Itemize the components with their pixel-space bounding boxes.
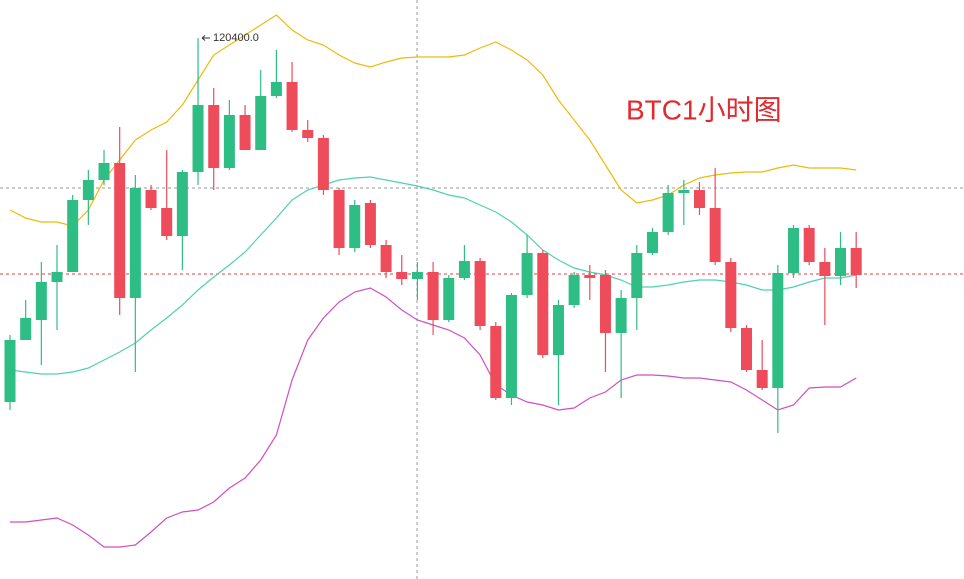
candle-body <box>67 200 79 272</box>
candle-body <box>458 261 470 278</box>
candle-body <box>114 163 126 298</box>
candle-body <box>20 318 32 340</box>
candle-body <box>584 275 596 278</box>
candle-body <box>161 208 173 236</box>
candle-body <box>51 272 63 282</box>
candle-body <box>803 228 815 262</box>
candle-body <box>819 262 831 276</box>
candle-body <box>443 278 455 320</box>
candle-body <box>427 272 439 320</box>
candle-body <box>568 275 580 305</box>
candle-body <box>411 272 423 279</box>
candle-body <box>490 326 502 398</box>
candle-body <box>709 208 721 262</box>
candle-body <box>380 245 392 272</box>
candle-body <box>98 163 110 180</box>
candle-body <box>317 138 329 190</box>
chart-title: BTC1小时图 <box>626 94 782 125</box>
candle-body <box>35 282 47 320</box>
annotation-label: 120400.0 <box>213 32 259 44</box>
candle-body <box>4 340 16 402</box>
candle-body <box>521 253 533 295</box>
candle-body <box>349 205 361 248</box>
candles <box>4 38 862 433</box>
annotation-arrow <box>201 35 211 41</box>
candle-body <box>725 262 737 328</box>
candle-body <box>333 190 345 248</box>
candle-body <box>599 275 611 333</box>
candle-body <box>740 328 752 370</box>
candle-body <box>396 272 408 279</box>
candle-body <box>756 370 768 388</box>
band-line <box>9 176 857 375</box>
candle-body <box>270 82 282 96</box>
candle-body <box>850 248 862 275</box>
candle-body <box>693 190 705 208</box>
candle-body <box>192 105 204 172</box>
candle-body <box>835 248 847 276</box>
candle-body <box>208 105 220 168</box>
candle-body <box>772 273 784 388</box>
candle-body <box>646 232 658 253</box>
candle-body <box>176 172 188 236</box>
candle-body <box>364 203 376 245</box>
candle-body <box>145 190 157 208</box>
candle-body <box>239 115 251 150</box>
candle-body <box>223 115 235 168</box>
candle-body <box>505 295 517 398</box>
candle-body <box>129 188 141 298</box>
candle-body <box>552 305 564 355</box>
candle-body <box>678 190 690 193</box>
candle-body <box>788 228 799 273</box>
candle-body <box>302 130 314 138</box>
candle-body <box>631 253 643 298</box>
candle-body <box>255 96 267 150</box>
candle-body <box>474 261 486 326</box>
candle-body <box>286 82 298 130</box>
candle-body <box>662 193 674 232</box>
candle-body <box>82 180 94 200</box>
candle-body <box>537 253 549 355</box>
candle-body <box>615 298 627 333</box>
